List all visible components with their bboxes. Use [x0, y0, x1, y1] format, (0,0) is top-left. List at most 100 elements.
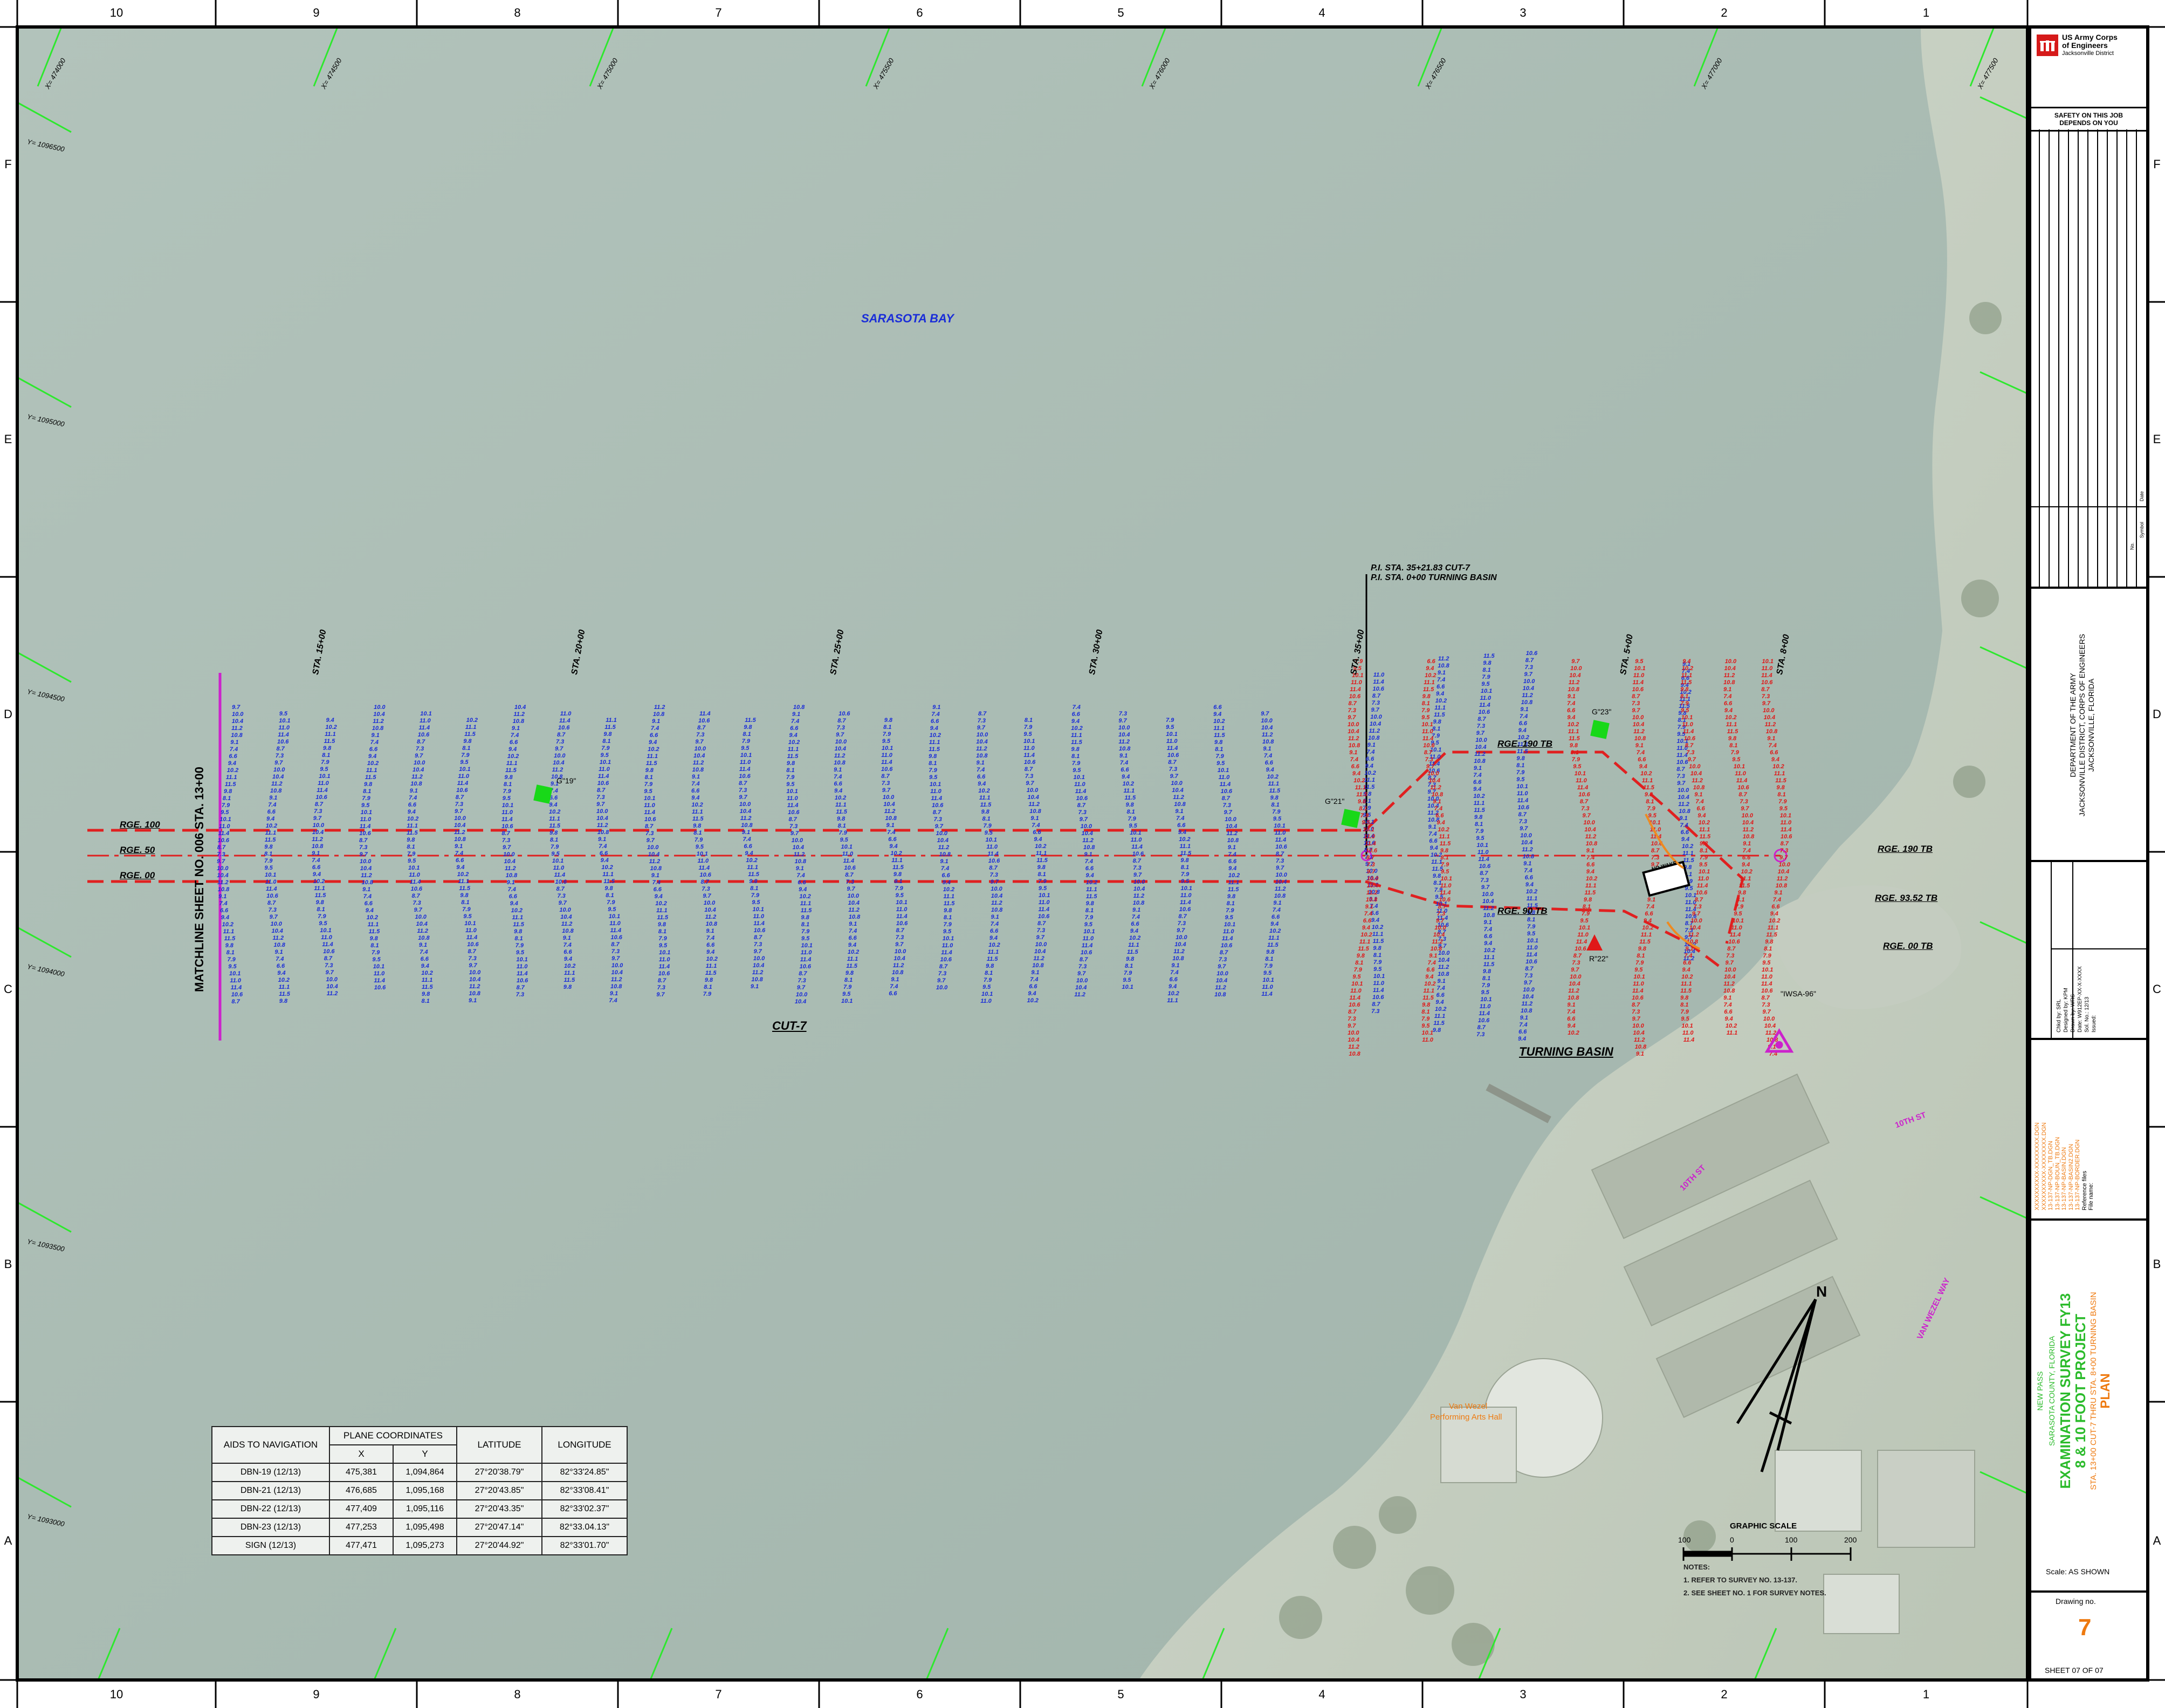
sarasota-bay-label: SARASOTA BAY [861, 312, 954, 325]
sounding: 8.7 [217, 844, 226, 851]
sounding: 9.5 [1362, 819, 1370, 826]
sounding: 6.6 [1525, 874, 1534, 881]
sounding: 9.5 [1516, 776, 1525, 783]
sounding: 9.4 [1178, 829, 1186, 836]
sounding: 8.7 [267, 900, 276, 906]
sounding: 9.1 [1228, 844, 1236, 851]
sounding: 11.5 [1071, 739, 1082, 746]
sounding: 11.5 [279, 991, 290, 997]
table-cell: 27°20'38.79" [456, 1463, 542, 1482]
sounding: 9.8 [981, 809, 990, 815]
sounding: 11.4 [554, 872, 566, 878]
sounding: 11.5 [1639, 939, 1651, 945]
sounding: 11.2 [1348, 735, 1359, 742]
sounding: 10.8 [692, 767, 704, 773]
sounding: 11.5 [1483, 961, 1495, 968]
sounding: 10.8 [1679, 808, 1690, 815]
sounding: 9.1 [371, 732, 379, 739]
sounding: 11.2 [1522, 692, 1533, 699]
sounding: 8.1 [462, 745, 470, 752]
sounding: 9.7 [596, 801, 605, 808]
sounding: 8.7 [658, 977, 666, 984]
table-cell: 82°33.04.13" [541, 1518, 628, 1537]
sounding: 7.4 [363, 893, 372, 900]
sounding: 10.4 [1216, 977, 1227, 984]
sounding: 6.6 [1170, 976, 1178, 983]
sounding: 9.5 [985, 830, 993, 836]
sounding: 9.5 [228, 963, 237, 970]
sounding: 10.6 [1179, 906, 1191, 913]
sounding: 10.8 [849, 914, 861, 920]
zone-row-right-F: F [2153, 157, 2161, 171]
sounding: 7.9 [264, 858, 273, 864]
sounding: 7.3 [934, 816, 942, 823]
sounding: 10.2 [988, 942, 1000, 948]
sounding: 8.1 [1127, 809, 1135, 815]
sounding: 10.1 [1633, 974, 1645, 980]
zone-row-right-B: B [2153, 1257, 2161, 1271]
sounding: 10.6 [644, 816, 656, 823]
fields-box: Chkd by: SRL Designed by: KPM Drawn by: WR… [2030, 860, 2148, 1040]
zone-col-bottom-3: 3 [1520, 1688, 1527, 1701]
sounding: 11.1 [847, 956, 858, 962]
sounding: 11.2 [1765, 1030, 1777, 1036]
sounding: 9.5 [1635, 658, 1644, 665]
aid-g21-symbol[interactable] [1341, 809, 1360, 828]
sounding: 11.4 [322, 941, 333, 948]
sounding: 9.1 [1567, 1002, 1575, 1008]
sounding: 10.0 [415, 914, 427, 920]
sounding: 10.8 [312, 843, 324, 850]
sounding: 11.1 [465, 724, 477, 731]
sounding: 10.6 [277, 739, 289, 745]
sounding: 9.4 [745, 850, 753, 857]
sounding: 7.3 [1371, 1008, 1379, 1015]
sounding: 11.2 [1585, 834, 1597, 840]
sounding: 11.2 [1173, 948, 1185, 955]
sounding: 9.1 [1428, 824, 1436, 830]
sounding: 10.2 [978, 788, 989, 794]
aid-g19-symbol[interactable] [533, 784, 553, 804]
sounding: 10.1 [1681, 1023, 1693, 1029]
table-cell: 477,253 [329, 1518, 394, 1537]
sounding: 6.6 [931, 718, 939, 725]
sounding: 11.1 [1483, 954, 1495, 961]
sounding: 8.7 [359, 837, 368, 844]
sounding: 6.6 [220, 907, 229, 914]
sounding: 11.2 [1173, 794, 1184, 801]
north-arrow-n: N [1816, 1283, 1827, 1300]
sounding: 10.1 [882, 745, 893, 752]
sounding: 6.6 [1228, 858, 1237, 865]
sounding: 10.2 [1424, 981, 1435, 987]
sounding: 11.5 [513, 921, 524, 928]
sounding: 10.8 [362, 879, 374, 886]
notes-heading: NOTES: [1683, 1563, 1710, 1571]
aid-g23-symbol[interactable] [1590, 720, 1610, 739]
sounding: 6.6 [408, 802, 417, 808]
sounding: 7.4 [1524, 867, 1532, 874]
sounding: 10.6 [800, 963, 812, 970]
sounding: 8.1 [1271, 802, 1279, 808]
sounding: 10.6 [1526, 650, 1538, 657]
sounding: 9.7 [1118, 718, 1127, 724]
sounding: 10.2 [549, 809, 560, 815]
sounding: 9.5 [1634, 967, 1643, 973]
sounding: 10.4 [835, 746, 846, 752]
sounding: 8.1 [1680, 693, 1688, 700]
sounding: 7.4 [409, 795, 417, 801]
sounding: 10.0 [695, 746, 706, 752]
sounding: 11.0 [1577, 932, 1589, 938]
sounding: 7.3 [1632, 700, 1640, 707]
graphic-scale-tick-2: 0 [1730, 1535, 1734, 1544]
sounding: 9.8 [603, 731, 612, 738]
sounding: 10.6 [1479, 709, 1490, 715]
sounding: 10.0 [1076, 977, 1088, 984]
sounding: 7.3 [1348, 1016, 1356, 1022]
project-line-4: 8 & 10 FOOT PROJECT [2072, 1313, 2088, 1469]
sounding: 7.9 [1700, 855, 1708, 861]
sounding: 9.8 [1422, 693, 1431, 700]
sounding: 8.1 [801, 921, 809, 928]
project-line-2: SARASOTA COUNTY, FLORIDA [2047, 1335, 2056, 1447]
sounding: 7.3 [413, 900, 421, 906]
sounding: 7.3 [1519, 818, 1527, 825]
sounding: 7.3 [1632, 1009, 1640, 1015]
